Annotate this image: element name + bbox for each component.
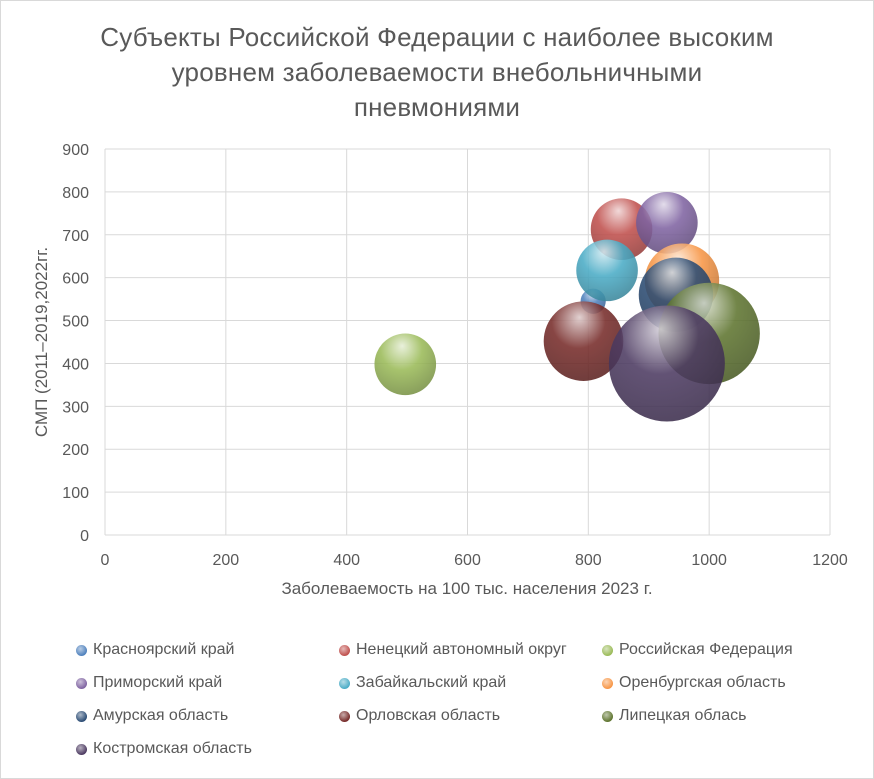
y-tick-label: 300	[62, 399, 89, 416]
legend-item: Костромская область	[76, 739, 339, 759]
bubble-3	[374, 333, 437, 396]
legend-marker-icon	[339, 710, 350, 722]
chart-title-line-1: Субъекты Российской Федерации с наиболее…	[100, 22, 774, 52]
tick-labels: 0 200 400 600 800 1000 1200 0 100 200 300 400 500 600…	[62, 142, 848, 569]
legend-marker-icon	[76, 743, 87, 755]
chart-title-line-3: пневмониями	[353, 92, 521, 122]
y-tick-label: 700	[62, 228, 89, 245]
legend-marker-icon	[339, 677, 350, 689]
chart-title: Субъекты Российской Федерации с наиболее…	[60, 20, 814, 125]
x-tick-label: 0	[101, 552, 110, 569]
bubble-8	[543, 301, 624, 381]
legend-label: Приморский край	[93, 674, 223, 691]
y-tick-label: 0	[80, 528, 89, 545]
legend-label: Оренбургская область	[619, 674, 786, 691]
bubbles	[374, 191, 760, 422]
legend-marker-icon	[76, 710, 87, 722]
legend-label: Ненецкий автономный округ	[356, 641, 567, 658]
bubble-5	[576, 239, 638, 302]
legend-item: Забайкальский край	[339, 673, 602, 693]
legend-item: Амурская область	[76, 706, 339, 726]
legend-label: Орловская область	[356, 707, 501, 724]
legend-label: Липецкая облась	[619, 707, 747, 724]
x-tick-label: 600	[454, 552, 481, 569]
legend-marker-icon	[76, 677, 87, 689]
y-axis-label: СМП (2011–2019,2022гг.	[32, 247, 51, 437]
legend-label: Красноярский край	[93, 641, 235, 658]
legend-marker-icon	[76, 644, 87, 656]
legend-marker-icon	[602, 677, 613, 689]
legend-marker-icon	[602, 644, 613, 656]
legend-label: Российская Федерация	[619, 641, 793, 658]
x-tick-label: 400	[333, 552, 360, 569]
legend-item: Российская Федерация	[602, 640, 856, 660]
x-tick-label: 800	[575, 552, 602, 569]
legend-label: Костромская область	[93, 740, 252, 757]
x-tick-label: 1000	[691, 552, 727, 569]
legend-item: Ненецкий автономный округ	[339, 640, 602, 660]
y-tick-label: 800	[62, 185, 89, 202]
bubble-10	[608, 305, 725, 422]
legend-label: Амурская область	[93, 707, 229, 724]
y-tick-label: 500	[62, 314, 89, 331]
y-tick-label: 900	[62, 142, 89, 159]
chart-title-line-2: уровнем заболеваемости внебольничными	[171, 57, 703, 87]
legend-item: Липецкая облась	[602, 706, 856, 726]
legend-item: Орловская область	[339, 706, 602, 726]
bubble-4	[636, 191, 698, 254]
legend-item: Красноярский край	[76, 640, 339, 660]
x-tick-label: 200	[212, 552, 239, 569]
y-tick-label: 200	[62, 442, 89, 459]
chart-legend: Красноярский край Ненецкий автономный окр…	[76, 640, 856, 759]
x-axis-label: Заболеваемость на 100 тыс. населения 202…	[281, 579, 652, 598]
legend-marker-icon	[602, 710, 613, 722]
y-tick-label: 400	[62, 356, 89, 373]
x-tick-label: 1200	[812, 552, 848, 569]
legend-marker-icon	[339, 644, 350, 656]
legend-label: Забайкальский край	[356, 674, 507, 691]
legend-item: Оренбургская область	[602, 673, 856, 693]
y-tick-label: 100	[62, 485, 89, 502]
legend-item: Приморский край	[76, 673, 339, 693]
y-tick-label: 600	[62, 271, 89, 288]
